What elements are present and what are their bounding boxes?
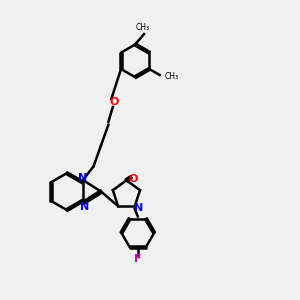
Text: CH₃: CH₃ <box>164 72 178 81</box>
Text: N: N <box>78 173 87 183</box>
Text: CH₃: CH₃ <box>136 23 150 32</box>
Text: N: N <box>80 202 89 212</box>
Text: F: F <box>134 254 142 264</box>
Text: O: O <box>110 98 119 107</box>
Text: N: N <box>134 202 143 213</box>
Text: O: O <box>128 174 138 184</box>
